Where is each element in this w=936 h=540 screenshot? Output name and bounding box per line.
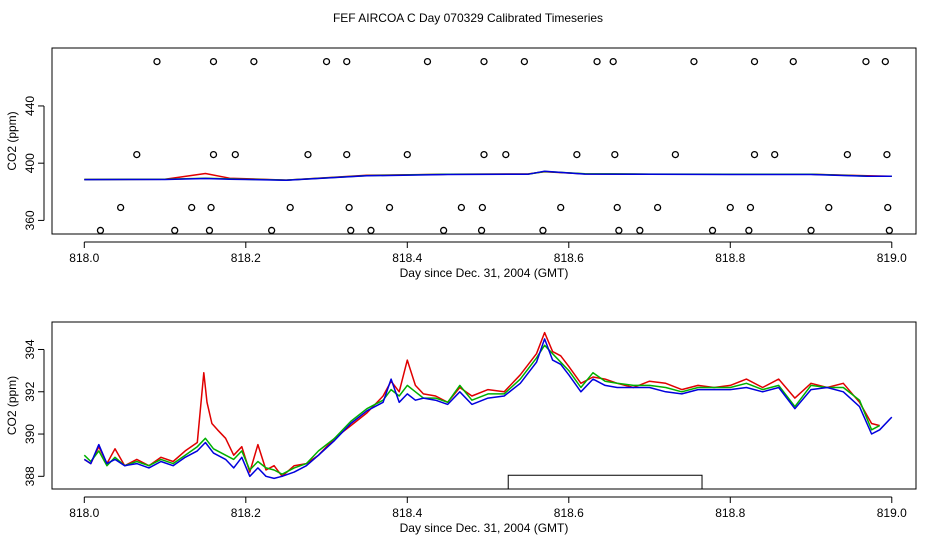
scatter-point [343, 150, 351, 159]
scatter-point [539, 226, 547, 235]
scatter-point [557, 203, 565, 212]
series-line-blue [83, 338, 893, 480]
scatter-point [708, 226, 717, 235]
scatter-point [423, 57, 432, 66]
top-panel: 818.0 818.2 818.4 818.6 818.8 819.0 Day since … [5, 47, 917, 280]
scatter-point [286, 203, 294, 212]
scatter-point [171, 226, 179, 235]
scatter-point [807, 226, 815, 235]
scatter-point [343, 57, 351, 66]
y-tick-label: 392 [23, 381, 37, 401]
scatter-point [745, 226, 753, 235]
scatter-point [457, 203, 466, 212]
scatter-point [653, 203, 662, 212]
scatter-point [209, 57, 218, 66]
scatter-point [726, 203, 734, 212]
scatter-point [209, 150, 218, 159]
scatter-point [750, 150, 759, 159]
chart-title: FEF AIRCOA C Day 070329 Calibrated Times… [333, 11, 603, 25]
scatter-point [347, 226, 355, 235]
scatter-point [478, 203, 487, 212]
scatter-point [593, 57, 601, 66]
scatter-point [322, 57, 331, 66]
x-tick-label: 818.2 [231, 251, 261, 265]
series-line-red [83, 331, 880, 478]
scatter-point [862, 57, 870, 66]
scatter-point [825, 203, 833, 212]
x-tick-label: 818.8 [715, 506, 745, 520]
scatter-point [789, 57, 797, 66]
x-tick-label: 819.0 [877, 506, 907, 520]
scatter-point [116, 203, 125, 212]
scatter-point [750, 57, 759, 66]
scatter-point [477, 226, 486, 235]
x-tick-label: 818.0 [69, 506, 99, 520]
scatter-point [439, 226, 448, 235]
series-line-blue [84, 170, 892, 181]
scatter-point [205, 226, 214, 235]
x-tick-label: 819.0 [877, 251, 907, 265]
x-tick-label: 818.4 [392, 251, 422, 265]
scatter-point [267, 226, 276, 235]
x-tick-label: 818.6 [554, 251, 584, 265]
scatter-point [133, 150, 141, 159]
y-tick-label: 394 [23, 339, 37, 359]
scatter-point [153, 57, 161, 66]
x-tick-label: 818.4 [392, 506, 422, 520]
y-tick-label: 388 [23, 466, 37, 486]
y-tick-label: 390 [23, 424, 37, 444]
scatter-point [573, 150, 581, 159]
scatter-point [480, 150, 488, 159]
scatter-point [367, 226, 375, 235]
scatter-point [671, 150, 680, 159]
x-tick-label: 818.8 [715, 251, 745, 265]
x-axis-label: Day since Dec. 31, 2004 (GMT) [400, 266, 569, 280]
plot-frame [51, 321, 917, 490]
scatter-point [883, 150, 891, 159]
scatter-point [480, 57, 488, 66]
scatter-point [403, 150, 411, 159]
scatter-point [520, 57, 529, 66]
scatter-point [207, 203, 215, 212]
scatter-point [611, 150, 619, 159]
x-tick-label: 818.0 [69, 251, 99, 265]
scatter-point [502, 150, 510, 159]
scatter-point [345, 203, 353, 212]
scatter-point [843, 150, 852, 159]
scatter-point [615, 226, 623, 235]
y-tick-label: 400 [23, 153, 37, 173]
x-tick-label: 818.6 [554, 506, 584, 520]
scatter-point [250, 57, 258, 66]
y-axis-label: CO2 (ppm) [5, 376, 19, 435]
x-axis-label: Day since Dec. 31, 2004 (GMT) [400, 521, 569, 535]
x-tick-label: 818.2 [231, 506, 261, 520]
y-axis-label: CO2 (ppm) [5, 111, 19, 170]
calibration-bracket [507, 474, 703, 489]
scatter-point [613, 203, 621, 212]
scatter-point [771, 150, 779, 159]
scatter-point [636, 226, 644, 235]
plot-frame [51, 47, 917, 235]
scatter-point [885, 226, 894, 235]
scatter-point [96, 226, 105, 235]
y-tick-label: 440 [23, 96, 37, 116]
scatter-point [884, 203, 892, 212]
scatter-point [188, 203, 196, 212]
series-line-green [83, 344, 881, 475]
scatter-point [690, 57, 698, 66]
scatter-point [609, 57, 617, 66]
y-tick-label: 360 [23, 210, 37, 230]
scatter-point [881, 57, 889, 66]
scatter-point [746, 203, 755, 212]
scatter-point [385, 203, 394, 212]
scatter-point [231, 150, 239, 159]
scatter-point [304, 150, 312, 159]
bottom-panel: 818.0 818.2 818.4 818.6 818.8 819.0 Day since … [5, 321, 917, 535]
